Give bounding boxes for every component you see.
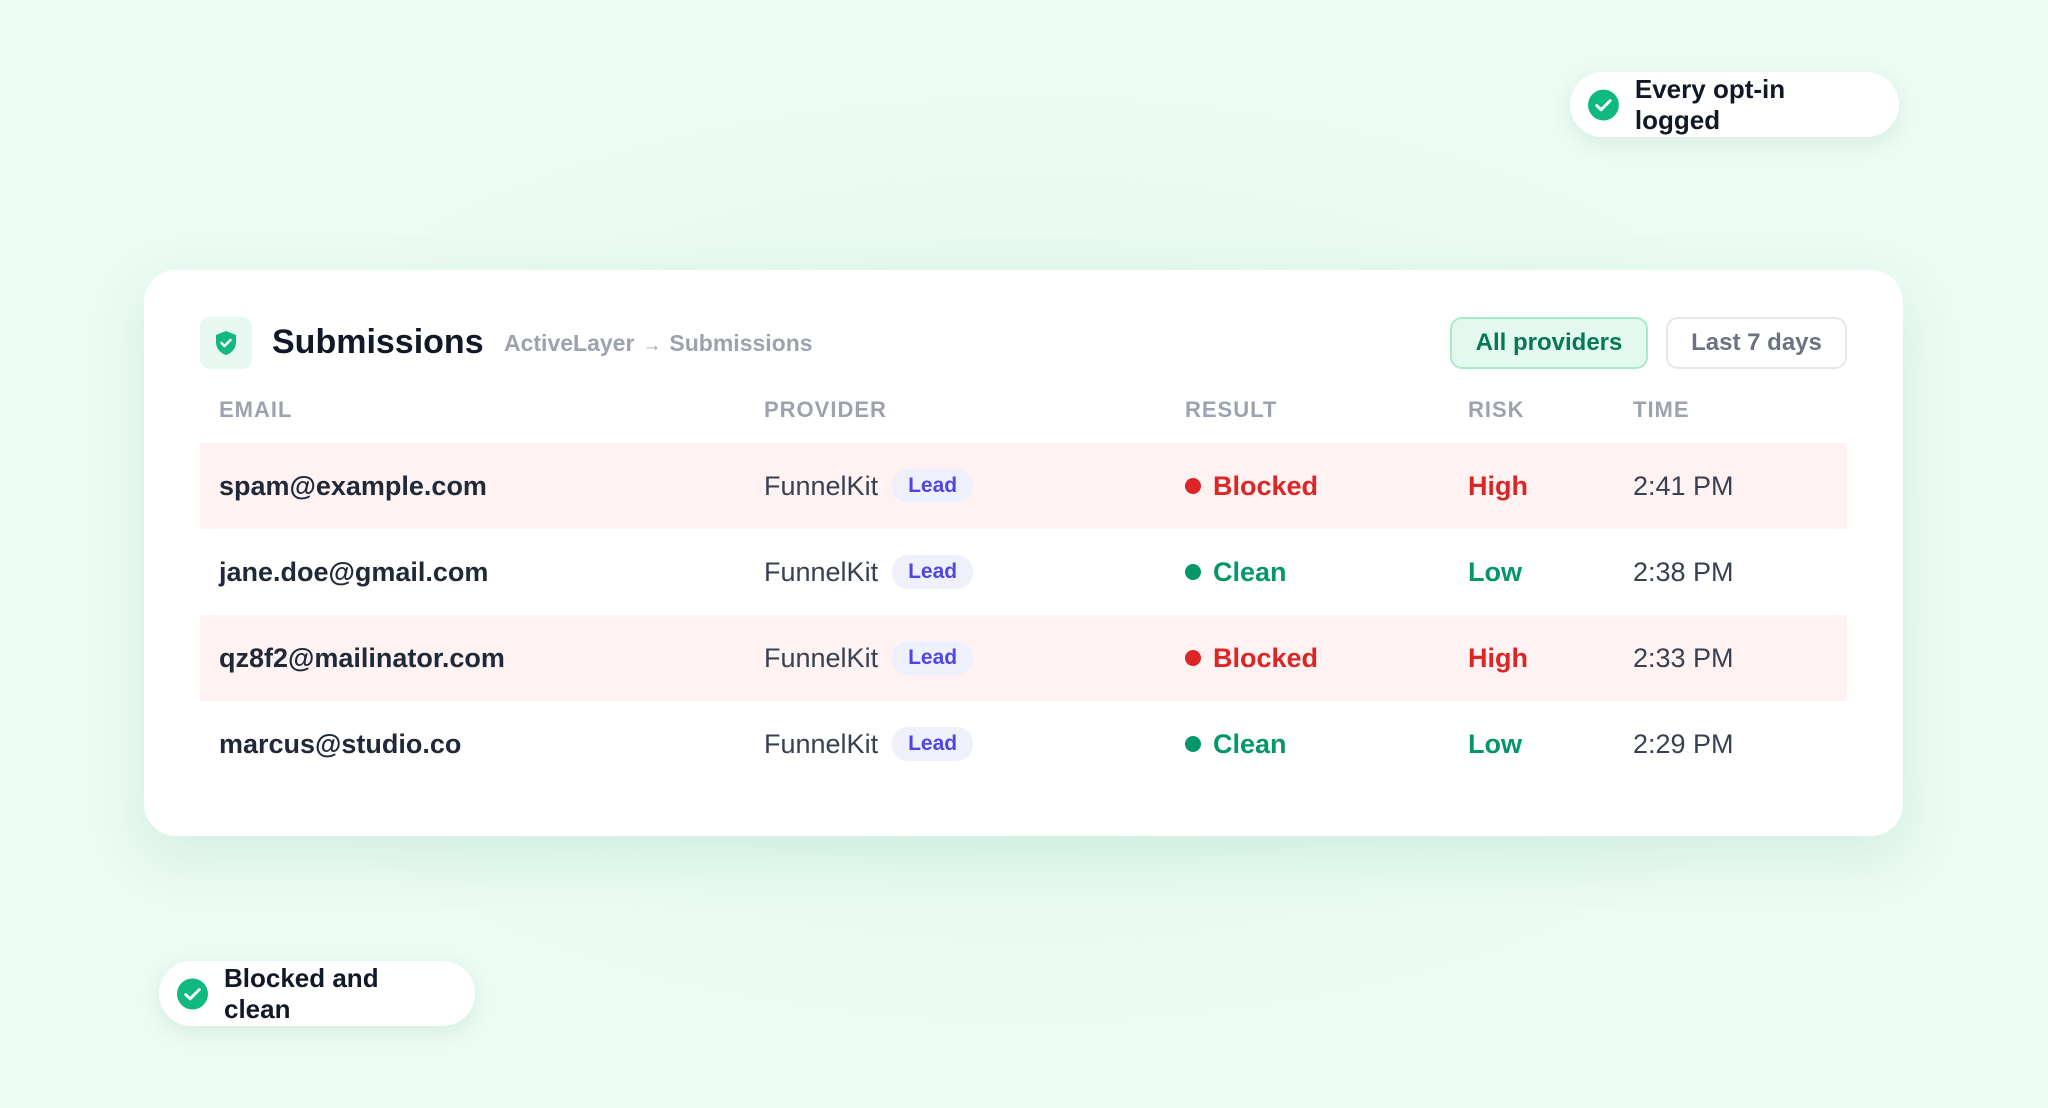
time: 2:41 PM: [1633, 470, 1734, 501]
column-header: PROVIDER: [764, 397, 887, 422]
badge: Blocked and clean: [159, 961, 475, 1026]
badge-text: Blocked and clean: [223, 962, 379, 1024]
provider: FunnelKit: [764, 470, 879, 501]
result-cell: Blocked: [1185, 615, 1318, 701]
time: 2:33 PM: [1633, 642, 1734, 673]
time: 2:38 PM: [1633, 556, 1734, 587]
column-header: RISK: [1468, 397, 1525, 422]
risk: High: [1468, 642, 1528, 673]
provider: FunnelKit: [764, 556, 879, 587]
provider: FunnelKit: [764, 728, 879, 759]
crumb-separator: →: [642, 335, 662, 356]
badge-text: Every opt-in logged: [1634, 73, 1786, 135]
shield-icon: [216, 331, 236, 355]
breadcrumb: ActiveLayer → Submissions: [504, 330, 821, 357]
check-icon: [177, 978, 208, 1009]
provider-cell: FunnelKit Lead: [764, 701, 974, 787]
risk: High: [1468, 470, 1528, 501]
provider-cell: FunnelKit Lead: [764, 443, 974, 529]
email: spam@example.com: [219, 470, 487, 501]
table-row[interactable]: marcus@studio.co FunnelKit Lead Clean Low 2:2…: [200, 701, 1847, 787]
email: marcus@studio.co: [219, 728, 462, 759]
filter-button[interactable]: Last 7 days: [1666, 317, 1847, 369]
column-header: TIME: [1633, 397, 1690, 422]
tag: Lead: [892, 555, 974, 589]
result-cell: Clean: [1185, 701, 1287, 787]
title: Submissions: [272, 323, 484, 361]
column-header: RESULT: [1185, 397, 1278, 422]
result: Clean: [1213, 556, 1287, 587]
badge: Every opt-in logged: [1570, 72, 1899, 137]
status-dot: [1185, 478, 1201, 494]
tag: Lead: [892, 727, 974, 761]
provider-cell: FunnelKit Lead: [764, 529, 974, 615]
logo: [200, 317, 252, 369]
result-cell: Clean: [1185, 529, 1287, 615]
tag: Lead: [892, 641, 974, 675]
status-dot: [1185, 564, 1201, 580]
filter-button[interactable]: All providers: [1450, 317, 1648, 369]
email: jane.doe@gmail.com: [219, 556, 489, 587]
crumb: Submissions: [669, 330, 813, 356]
risk: Low: [1468, 728, 1522, 759]
provider-cell: FunnelKit Lead: [764, 615, 974, 701]
table-row[interactable]: qz8f2@mailinator.com FunnelKit Lead Blocked…: [200, 615, 1847, 701]
result-cell: Blocked: [1185, 443, 1318, 529]
provider: FunnelKit: [764, 642, 879, 673]
email: qz8f2@mailinator.com: [219, 642, 505, 673]
time: 2:29 PM: [1633, 728, 1734, 759]
result: Blocked: [1213, 470, 1319, 501]
tag: Lead: [892, 469, 974, 503]
table-row[interactable]: spam@example.com FunnelKit Lead Blocked High…: [200, 443, 1847, 529]
card: Submissions ActiveLayer → Submissions All …: [144, 270, 1903, 836]
risk: Low: [1468, 556, 1522, 587]
result: Clean: [1213, 728, 1287, 759]
column-header: EMAIL: [219, 397, 293, 422]
result: Blocked: [1213, 642, 1319, 673]
table-row[interactable]: jane.doe@gmail.com FunnelKit Lead Clean Low 2…: [200, 529, 1847, 615]
check-icon: [1588, 89, 1619, 120]
status-dot: [1185, 650, 1201, 666]
crumb[interactable]: ActiveLayer: [504, 330, 635, 356]
status-dot: [1185, 736, 1201, 752]
